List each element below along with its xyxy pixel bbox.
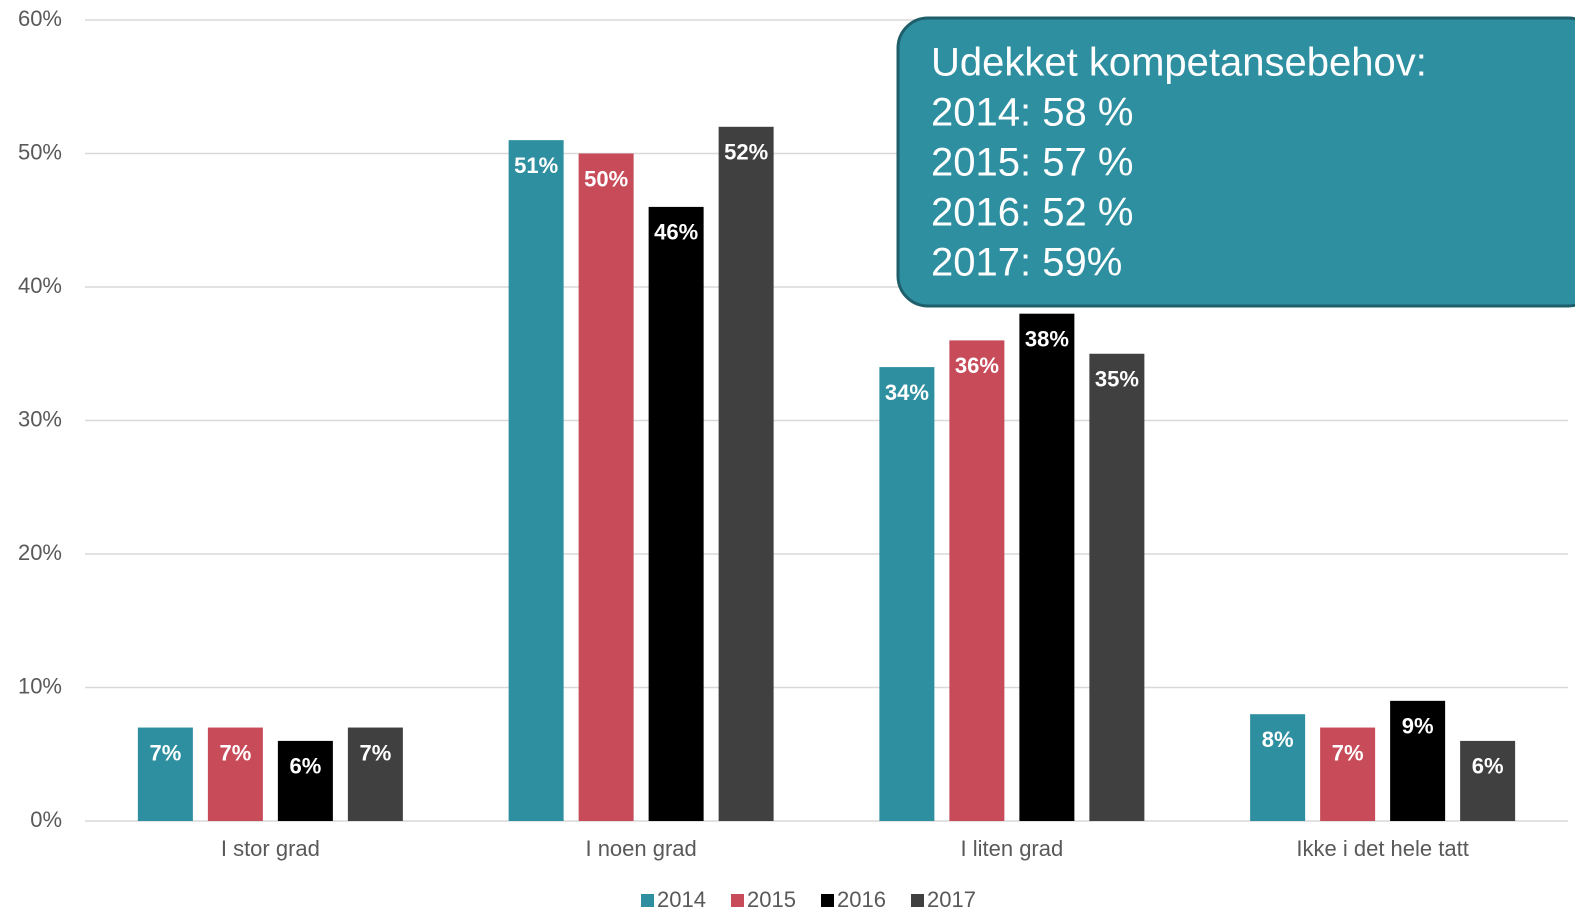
y-tick-label: 0% [30, 807, 62, 832]
annotation-text: 2015: 57 % [931, 141, 1133, 185]
bar [508, 140, 564, 821]
y-tick-label: 20% [18, 540, 62, 565]
value-label: 35% [1095, 367, 1139, 392]
bar [949, 340, 1005, 821]
value-label: 51% [514, 153, 558, 178]
value-label: 50% [584, 166, 628, 191]
bar [207, 727, 263, 821]
value-label: 52% [724, 140, 768, 165]
value-label: 7% [219, 740, 251, 765]
bar [718, 126, 774, 822]
value-label: 6% [289, 754, 321, 779]
x-tick-label: I stor grad [221, 836, 320, 861]
bar [137, 727, 193, 821]
bar [1390, 700, 1446, 821]
y-tick-label: 10% [18, 673, 62, 698]
bar [347, 727, 403, 821]
value-label: 9% [1402, 714, 1434, 739]
bar [1019, 313, 1075, 821]
annotation-text: 2014: 58 % [931, 91, 1133, 135]
annotation-text: 2016: 52 % [931, 191, 1133, 235]
y-tick-label: 40% [18, 273, 62, 298]
legend-swatch [731, 894, 744, 907]
legend-swatch [641, 894, 654, 907]
value-label: 8% [1262, 727, 1294, 752]
value-label: 34% [885, 380, 929, 405]
legend-label: 2014 [657, 887, 706, 912]
value-label: 7% [149, 740, 181, 765]
bar [648, 206, 704, 821]
bar [1250, 714, 1306, 821]
x-tick-label: I liten grad [961, 836, 1064, 861]
annotation-box [896, 16, 1575, 308]
legend-swatch [821, 894, 834, 907]
bar [1460, 740, 1516, 821]
x-tick-label: I noen grad [585, 836, 696, 861]
value-label: 7% [359, 740, 391, 765]
legend-swatch [911, 894, 924, 907]
bar [277, 740, 333, 821]
legend-label: 2016 [837, 887, 886, 912]
y-tick-label: 50% [18, 139, 62, 164]
value-label: 46% [654, 220, 698, 245]
legend-label: 2017 [927, 887, 976, 912]
annotation-text: 2017: 59% [931, 241, 1122, 285]
bar [879, 367, 935, 821]
y-tick-label: 30% [18, 406, 62, 431]
bar [578, 153, 634, 821]
value-label: 6% [1472, 754, 1504, 779]
value-label: 36% [955, 353, 999, 378]
bar [1320, 727, 1376, 821]
annotation-text: Udekket kompetansebehov: [931, 41, 1427, 85]
legend-label: 2015 [747, 887, 796, 912]
bar [1089, 353, 1145, 821]
value-label: 7% [1332, 740, 1364, 765]
value-label: 38% [1025, 327, 1069, 352]
x-tick-label: Ikke i det hele tatt [1296, 836, 1468, 861]
y-tick-label: 60% [18, 6, 62, 31]
